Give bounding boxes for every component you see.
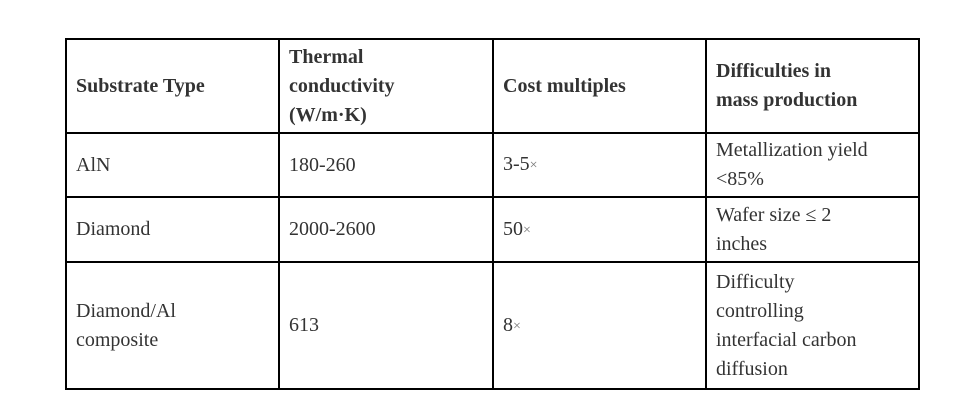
- cell-substrate-diamond: Diamond: [65, 196, 280, 263]
- table-row: AlN 180-260 3-5× Metallization yield <85…: [65, 132, 920, 198]
- cell-cost-diamond: 50×: [492, 196, 707, 263]
- cost-value: 3-5: [503, 153, 530, 175]
- multiply-sign: ×: [523, 222, 531, 238]
- cost-value: 50: [503, 217, 523, 240]
- cell-difficulty-aln: Metallization yield <85%: [705, 132, 920, 198]
- cell-conductivity-diamond-al: 613: [278, 261, 494, 390]
- header-cost-multiples: Cost multiples: [492, 38, 707, 134]
- header-difficulties: Difficulties in mass production: [705, 38, 920, 134]
- cell-difficulty-diamond-al: Difficulty controlling interfacial carbo…: [705, 261, 920, 390]
- header-thermal-conductivity: Thermal conductivity (W/m·K): [278, 38, 494, 134]
- table-header-row: Substrate Type Thermal conductivity (W/m…: [65, 38, 920, 134]
- header-substrate-type: Substrate Type: [65, 38, 280, 134]
- cell-conductivity-diamond: 2000-2600: [278, 196, 494, 263]
- cell-conductivity-aln: 180-260: [278, 132, 494, 198]
- table-row: Diamond 2000-2600 50× Wafer size ≤ 2 inc…: [65, 196, 920, 263]
- multiply-sign: ×: [513, 318, 521, 334]
- cell-cost-diamond-al: 8×: [492, 261, 707, 390]
- substrate-comparison-table: Substrate Type Thermal conductivity (W/m…: [65, 38, 920, 390]
- cell-substrate-aln: AlN: [65, 132, 280, 198]
- table-row: Diamond/Al composite 613 8× Difficulty c…: [65, 261, 920, 390]
- cell-substrate-diamond-al: Diamond/Al composite: [65, 261, 280, 390]
- cost-value: 8: [503, 313, 513, 336]
- multiply-sign: ×: [529, 158, 538, 173]
- cell-difficulty-diamond: Wafer size ≤ 2 inches: [705, 196, 920, 263]
- substrate-comparison-table-container: Substrate Type Thermal conductivity (W/m…: [65, 38, 920, 390]
- cell-cost-aln: 3-5×: [492, 132, 707, 198]
